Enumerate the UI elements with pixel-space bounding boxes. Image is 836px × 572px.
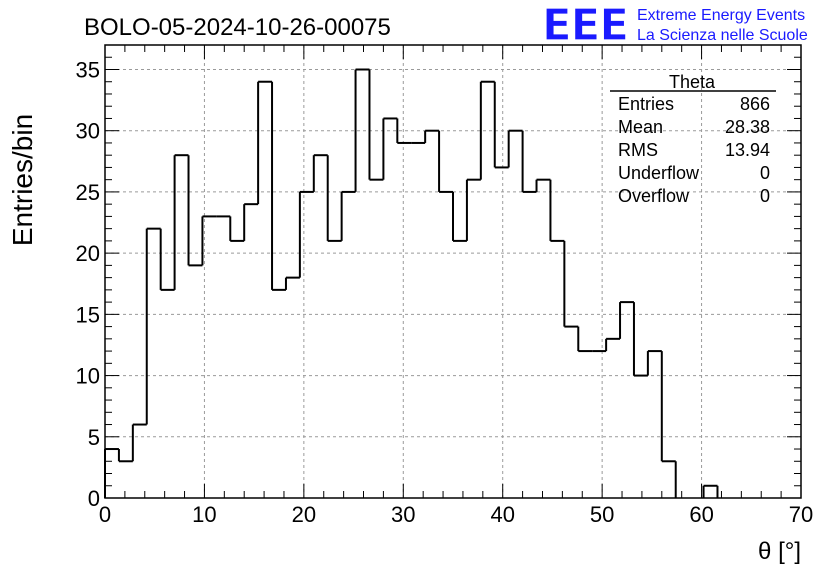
- x-tick-label: 50: [590, 502, 614, 527]
- y-tick-label: 35: [76, 57, 100, 82]
- grid-lines: [105, 45, 801, 498]
- y-tick-label: 5: [88, 425, 100, 450]
- stats-label: Mean: [618, 117, 663, 137]
- y-tick-label: 15: [76, 302, 100, 327]
- x-tick-label: 10: [192, 502, 216, 527]
- chart-title: BOLO-05-2024-10-26-00075: [84, 14, 391, 41]
- stats-value: 13.94: [725, 140, 770, 160]
- stats-box-title: Theta: [669, 72, 716, 92]
- y-tick-label: 0: [88, 486, 100, 511]
- stats-box: Theta Entries 866 Mean 28.38 RMS 13.94 Underfl…: [610, 72, 776, 206]
- stats-value: 0: [760, 186, 770, 206]
- y-tick-label: 20: [76, 241, 100, 266]
- y-axis-label: Entries/bin: [7, 114, 38, 246]
- y-tick-label: 10: [76, 364, 100, 389]
- y-tick-labels: 0 5 10 15 20 25 30 35: [76, 57, 100, 511]
- x-tick-label: 70: [789, 502, 813, 527]
- x-axis-label: θ [°]: [758, 538, 801, 565]
- stats-label: RMS: [618, 140, 658, 160]
- x-tick-label: 0: [99, 502, 111, 527]
- axes: [104, 44, 802, 499]
- stats-box-rows: Entries 866 Mean 28.38 RMS 13.94 Underflow 0 Ove…: [618, 94, 770, 206]
- stats-value: 28.38: [725, 117, 770, 137]
- x-tick-label: 20: [292, 502, 316, 527]
- eee-logo-mark: EEE: [542, 0, 628, 51]
- x-tick-label: 40: [490, 502, 514, 527]
- stats-label: Overflow: [618, 186, 690, 206]
- eee-logo-line1: Extreme Energy Events: [637, 7, 805, 24]
- stats-value: 0: [760, 163, 770, 183]
- x-tick-labels: 0 10 20 30 40 50 60 70: [99, 502, 813, 527]
- plot-frame: [104, 44, 802, 499]
- y-tick-label: 30: [76, 119, 100, 144]
- x-tick-label: 30: [391, 502, 415, 527]
- y-tick-label: 25: [76, 180, 100, 205]
- eee-logo: EEE Extreme Energy Events La Scienza nel…: [541, 0, 808, 52]
- stats-value: 866: [740, 94, 770, 114]
- x-tick-label: 60: [689, 502, 713, 527]
- eee-logo-line2: La Scienza nelle Scuole: [637, 27, 808, 44]
- stats-label: Entries: [618, 94, 674, 114]
- stats-label: Underflow: [618, 163, 700, 183]
